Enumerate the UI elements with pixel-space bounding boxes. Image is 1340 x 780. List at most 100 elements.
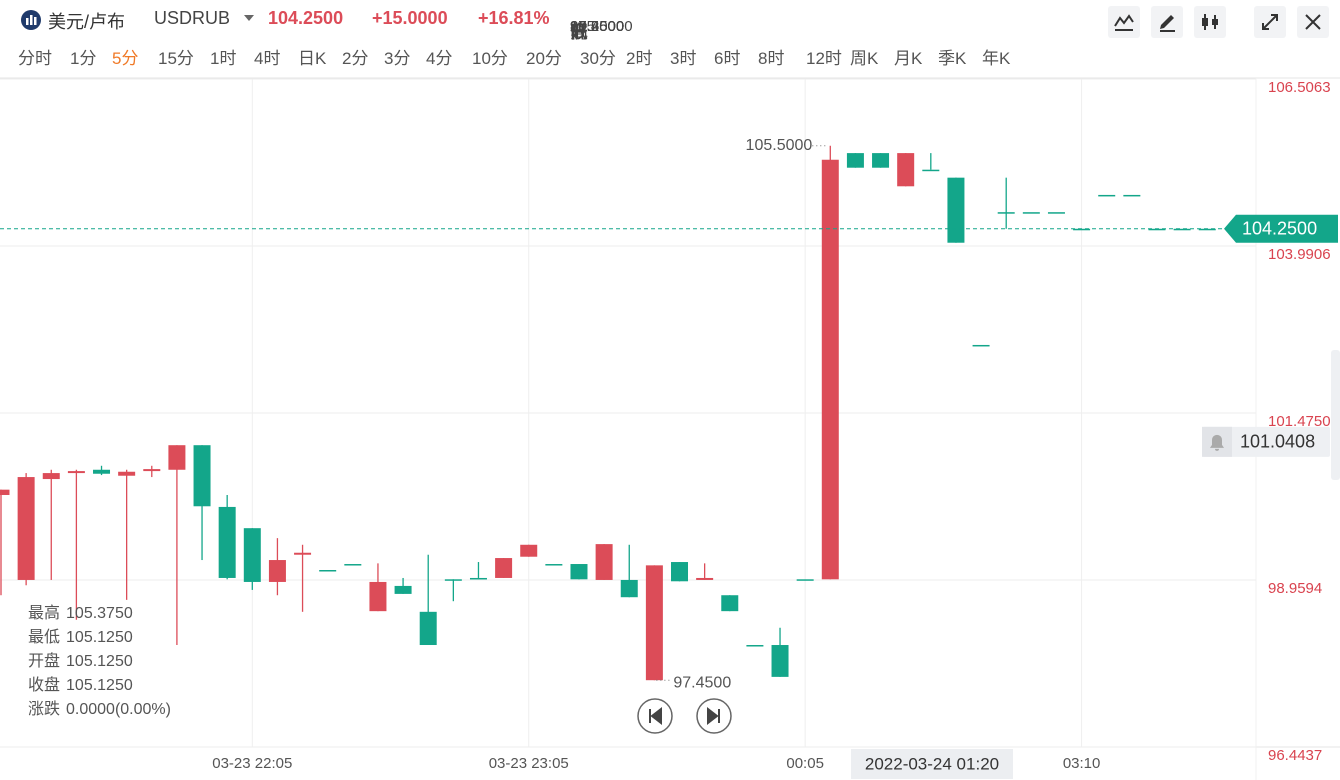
logo: [21, 10, 41, 30]
candle-body: [294, 552, 312, 555]
candle-body: [168, 445, 186, 470]
candle-body: [143, 469, 161, 472]
tool-candle[interactable]: [1194, 6, 1226, 38]
candle-body: [1047, 212, 1065, 214]
candle-body: [645, 565, 663, 681]
info-label: 开盘: [28, 653, 61, 670]
crosshair-box: [851, 749, 1013, 779]
prev-icon: [649, 706, 662, 726]
period-tab[interactable]: 10分: [472, 49, 508, 68]
candle-body: [721, 595, 739, 612]
period-tab[interactable]: 3时: [670, 49, 697, 68]
x-tick-label: 03-23 22:05: [212, 755, 292, 772]
stat-label: 开: [570, 22, 588, 42]
candle-body: [771, 645, 789, 677]
info-value: 105.1250: [66, 653, 133, 670]
candle-body: [872, 153, 890, 168]
period-tab[interactable]: 日K: [298, 49, 327, 68]
period-tab[interactable]: 1时: [210, 49, 237, 68]
candle-body: [495, 558, 513, 578]
candle-body: [595, 544, 613, 580]
name: 美元/卢布: [48, 12, 126, 32]
y-tick-label: 96.4437: [1268, 747, 1322, 764]
period-tab[interactable]: 周K: [850, 49, 879, 68]
candle-body: [1098, 194, 1116, 197]
candle-body: [620, 579, 638, 598]
period-tab[interactable]: 年K: [982, 49, 1011, 68]
candle-body: [17, 477, 35, 580]
candle-body: [93, 469, 111, 474]
candle-body: [344, 564, 362, 566]
period-tab[interactable]: 4时: [254, 49, 281, 68]
info-label: 最高: [28, 605, 61, 622]
period-tab[interactable]: 4分: [426, 49, 453, 68]
candle-body: [696, 577, 714, 580]
info-box: 最高 105.3750 最低 105.1250 开盘 105.1250 收盘 105.1250…: [28, 602, 171, 722]
info-row: 涨跌 0.0000(0.00%): [28, 698, 171, 722]
candles: [0, 145, 1216, 681]
period-tab[interactable]: 1分: [70, 49, 97, 68]
period-tab[interactable]: 3分: [384, 49, 411, 68]
tool-close[interactable]: [1297, 6, 1329, 38]
period-tab[interactable]: 6时: [714, 49, 741, 68]
period-tab[interactable]: 2分: [342, 49, 369, 68]
period-tab[interactable]: 12时: [806, 49, 842, 68]
candle-body: [444, 579, 462, 581]
candle-body: [897, 153, 915, 187]
stat-value: 89.2500: [570, 18, 625, 35]
stat-value: 97.5500: [570, 18, 625, 35]
period-tab[interactable]: 分时: [18, 49, 52, 68]
dropdown[interactable]: [244, 15, 254, 23]
period-tab[interactable]: 20分: [526, 49, 562, 68]
info-value: 105.1250: [66, 629, 133, 646]
candle-body: [193, 445, 211, 507]
high-label: 105.5000: [746, 137, 813, 154]
symbol: USDRUB: [154, 8, 231, 28]
info-row: 最高 105.3750: [28, 602, 171, 626]
period-tab[interactable]: 季K: [938, 49, 967, 68]
candle-body: [0, 489, 10, 495]
stat-label: 高: [570, 22, 588, 42]
y-tick-label: 101.4750: [1268, 413, 1331, 430]
period-tab[interactable]: 5分: [112, 49, 139, 68]
period-tab[interactable]: 月K: [894, 49, 923, 68]
candle-body: [796, 579, 814, 581]
stat-value: 97.4500: [570, 18, 625, 35]
tool-draw[interactable]: [1151, 6, 1183, 38]
stat-value: 105.0000: [570, 18, 633, 35]
x-tick-label: 03-23 23:05: [489, 755, 569, 772]
candle-body: [118, 471, 136, 476]
candle-body: [972, 344, 990, 347]
period-tab[interactable]: 2时: [626, 49, 653, 68]
candle-body: [42, 473, 60, 480]
candle-body: [1148, 228, 1166, 231]
tool-fullscreen[interactable]: [1254, 6, 1286, 38]
change-pct: +16.81%: [478, 8, 550, 28]
period-tab[interactable]: 30分: [580, 49, 616, 68]
tool-line[interactable]: [1108, 6, 1140, 38]
candle-body: [947, 177, 965, 243]
x-tick-label: 03:10: [1063, 755, 1101, 772]
candle-body: [746, 645, 764, 647]
info-label: 涨跌: [28, 701, 61, 718]
candle-body: [67, 471, 85, 474]
overlays: 96.4437 98.9594 101.4750 103.9906 106.5063 03…: [0, 79, 1338, 772]
side-handle[interactable]: [1331, 350, 1340, 480]
change: +15.0000: [372, 8, 448, 28]
next-icon: [707, 706, 720, 726]
crosshair-label: 2022-03-24 01:20: [865, 754, 999, 773]
period-tab[interactable]: 15分: [158, 49, 194, 68]
y-tick-label: 106.5063: [1268, 79, 1331, 96]
candle-body: [1173, 228, 1191, 231]
info-label: 最低: [28, 629, 61, 646]
alert-box: [1202, 426, 1330, 457]
price: 104.2500: [268, 8, 344, 28]
candle-body: [545, 564, 563, 566]
candle-body: [419, 611, 437, 646]
info-value: 105.3750: [66, 605, 133, 622]
period-tab[interactable]: 8时: [758, 49, 785, 68]
candle-body: [1123, 194, 1141, 197]
alert-label: 101.0408: [1240, 432, 1315, 452]
candle-body: [997, 212, 1015, 214]
